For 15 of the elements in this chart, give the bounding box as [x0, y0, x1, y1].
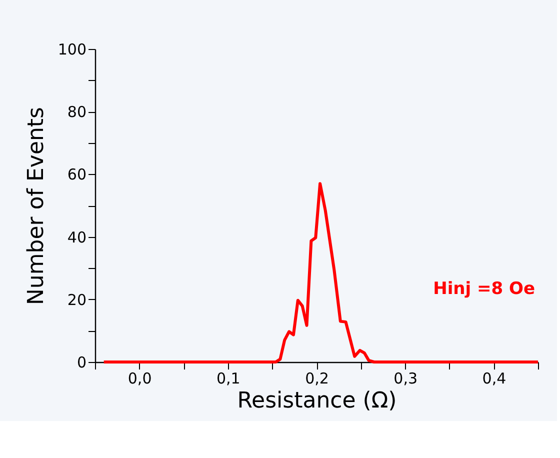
x-tick-label: 0,0: [128, 370, 152, 388]
x-tick-label: 0,3: [394, 370, 418, 388]
y-tick-label: 40: [67, 228, 86, 246]
y-tick-label: 20: [67, 290, 86, 309]
x-axis-title: Resistance (Ω): [237, 388, 397, 414]
x-tick-label: 0,1: [216, 370, 240, 388]
y-axis-title: Number of Events: [24, 106, 49, 306]
x-tick-label: 0,2: [305, 370, 329, 388]
y-tick-label: 60: [67, 166, 86, 184]
y-tick-label: 100: [58, 40, 86, 58]
y-tick-label: 80: [67, 103, 86, 122]
x-tick-label: 0,4: [482, 370, 506, 388]
line-series: [102, 182, 540, 364]
y-tick-label: 0: [76, 354, 86, 372]
annotation: Hinj =8 Oe: [433, 279, 535, 299]
